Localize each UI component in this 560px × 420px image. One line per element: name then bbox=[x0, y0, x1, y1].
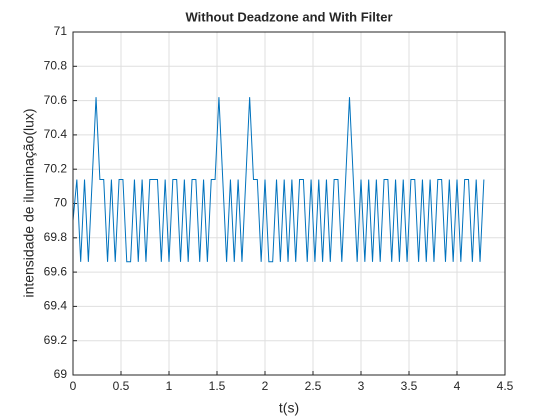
data-line bbox=[72, 97, 485, 263]
y-tick-label: 69.4 bbox=[44, 299, 68, 313]
y-tick-label: 69.8 bbox=[44, 230, 68, 244]
y-tick-label: 70.2 bbox=[44, 161, 68, 175]
y-tick-label: 69 bbox=[54, 367, 68, 381]
x-axis-label: t(s) bbox=[279, 400, 299, 416]
y-tick-label: 70 bbox=[54, 196, 68, 210]
x-tick-label: 3 bbox=[358, 379, 365, 393]
x-tick-label: 2.5 bbox=[305, 379, 322, 393]
x-tick-label: 0 bbox=[70, 379, 77, 393]
y-tick-label: 70.4 bbox=[44, 127, 68, 141]
x-tick-label: 2 bbox=[262, 379, 269, 393]
y-tick-label: 69.2 bbox=[44, 333, 68, 347]
axes-box bbox=[72, 31, 506, 376]
x-tick-label: 1 bbox=[166, 379, 173, 393]
chart-title: Without Deadzone and With Filter bbox=[185, 9, 392, 24]
x-tick-label: 3.5 bbox=[401, 379, 418, 393]
x-tick-label: 1.5 bbox=[209, 379, 226, 393]
y-tick-label: 69.6 bbox=[44, 264, 68, 278]
y-tick-label: 70.6 bbox=[44, 93, 68, 107]
y-tick-label: 71 bbox=[54, 24, 68, 38]
y-axis-label: intensidade de iluminação(lux) bbox=[21, 108, 37, 297]
x-tick-label: 0.5 bbox=[113, 379, 130, 393]
y-tick-label: 70.8 bbox=[44, 58, 68, 72]
x-tick-label: 4.5 bbox=[497, 379, 514, 393]
x-tick-label: 4 bbox=[454, 379, 461, 393]
